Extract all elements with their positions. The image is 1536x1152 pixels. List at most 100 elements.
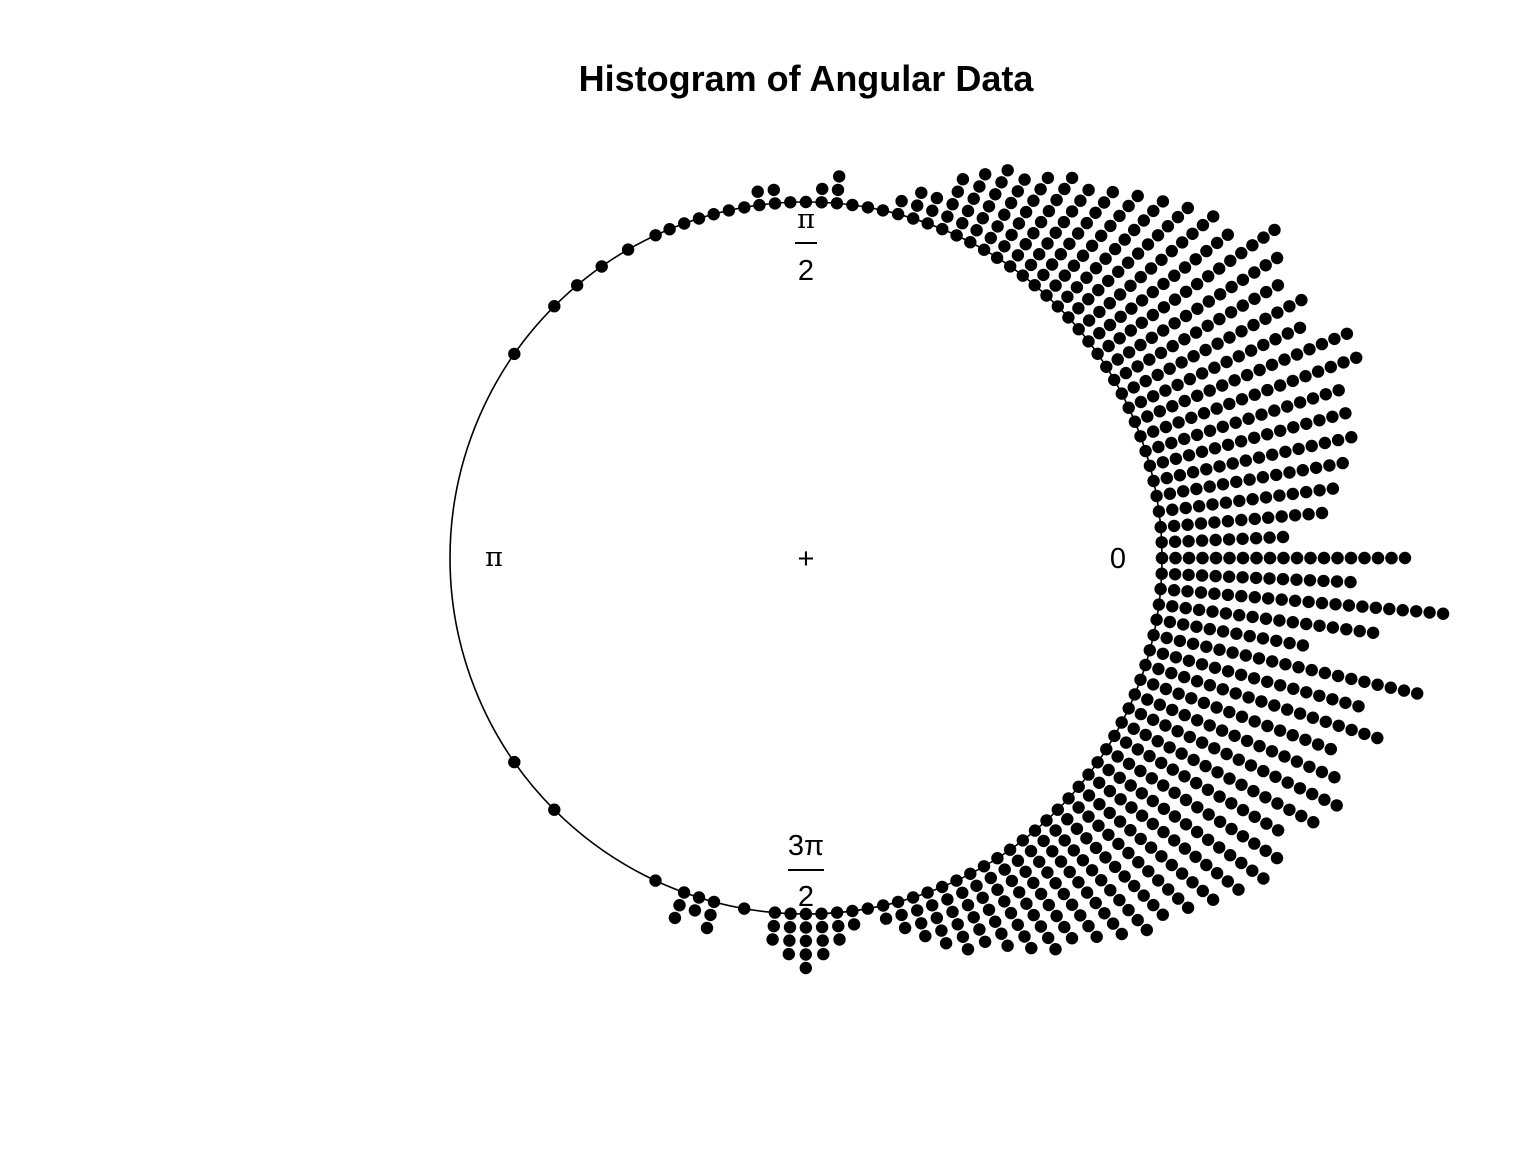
data-point [1248,810,1261,823]
data-point [1135,294,1149,307]
data-point [1061,290,1074,303]
data-point [1166,703,1179,717]
data-point [1239,454,1253,467]
data-point [1050,909,1063,923]
data-point [1134,764,1147,778]
data-point [1220,355,1233,369]
data-point [1152,598,1166,611]
data-point [1262,592,1275,605]
data-point [649,229,662,242]
data-point [1271,306,1284,319]
data-point [1228,374,1241,387]
data-point [1229,416,1242,429]
data-point [1396,604,1409,617]
data-point [1147,678,1160,691]
data-point [1270,851,1284,865]
data-point [1219,496,1233,509]
data-point [1344,551,1358,565]
data-point [964,236,977,249]
data-point [895,908,908,922]
data-point [1317,574,1330,588]
data-point [895,194,908,208]
data-point [1167,519,1181,533]
data-point [1265,358,1279,371]
data-point [1249,571,1263,585]
data-point [1113,893,1126,907]
data-point [1119,366,1133,380]
data-point [1172,687,1185,700]
data-point [722,204,736,217]
data-point [1074,194,1087,207]
data-point [1306,711,1320,724]
data-point [1311,365,1325,378]
data-point [1042,204,1056,218]
data-point [1306,392,1320,405]
data-point [919,929,932,943]
data-point [1093,305,1106,319]
data-point [1293,707,1307,720]
data-point [1197,407,1211,420]
data-point [1072,801,1085,814]
data-point [1236,273,1250,286]
data-point [1342,599,1356,612]
data-point [768,906,782,919]
data-point [1163,741,1176,754]
data-point [1313,414,1326,427]
data-point [950,874,963,887]
data-point [1011,249,1025,262]
axis-label-pi-half-numerator: π [797,204,815,235]
data-point [1240,368,1254,382]
data-point [1259,312,1272,325]
data-point [1203,384,1216,397]
data-point [1166,400,1179,413]
data-point [906,891,920,904]
data-point [1235,513,1248,527]
data-point [1027,876,1040,890]
data-point [1182,568,1195,582]
data-point [1271,279,1285,292]
data-point [1356,600,1369,613]
data-point [1235,246,1248,260]
data-point [1191,389,1204,402]
data-point [1339,696,1352,709]
data-point [1259,612,1273,625]
data-point [879,912,893,925]
data-point [1223,705,1236,719]
data-point [1091,756,1104,769]
data-point [595,260,608,273]
data-point [1240,734,1254,748]
axis-label-pi-half-denominator: 2 [798,255,814,287]
data-point [1018,173,1031,186]
data-point [1151,735,1164,748]
data-point [1189,253,1202,266]
data-point [1329,598,1342,611]
data-point [1019,238,1032,251]
data-point [767,919,780,933]
data-point [1080,886,1094,899]
data-point [1042,931,1055,945]
data-point [1028,279,1041,292]
axis-label-pi: π [485,542,503,573]
data-point [1292,442,1305,456]
data-point [1178,261,1192,274]
data-point [1318,666,1332,680]
data-point [1216,478,1230,491]
data-point [1151,229,1165,242]
data-point [1102,274,1115,288]
data-point [1246,610,1259,624]
data-point [891,895,905,909]
data-point [1195,736,1209,749]
data-point [1330,799,1343,812]
data-point [1190,482,1203,496]
data-point [1236,551,1250,565]
data-point [1283,636,1296,650]
data-point [1268,223,1281,237]
data-point [995,176,1008,189]
data-point [930,191,944,205]
data-point [1232,883,1245,896]
data-point [1248,292,1261,305]
data-point [1103,297,1117,310]
data-point [1326,410,1339,423]
data-point [1358,551,1371,565]
data-point [1181,901,1195,914]
